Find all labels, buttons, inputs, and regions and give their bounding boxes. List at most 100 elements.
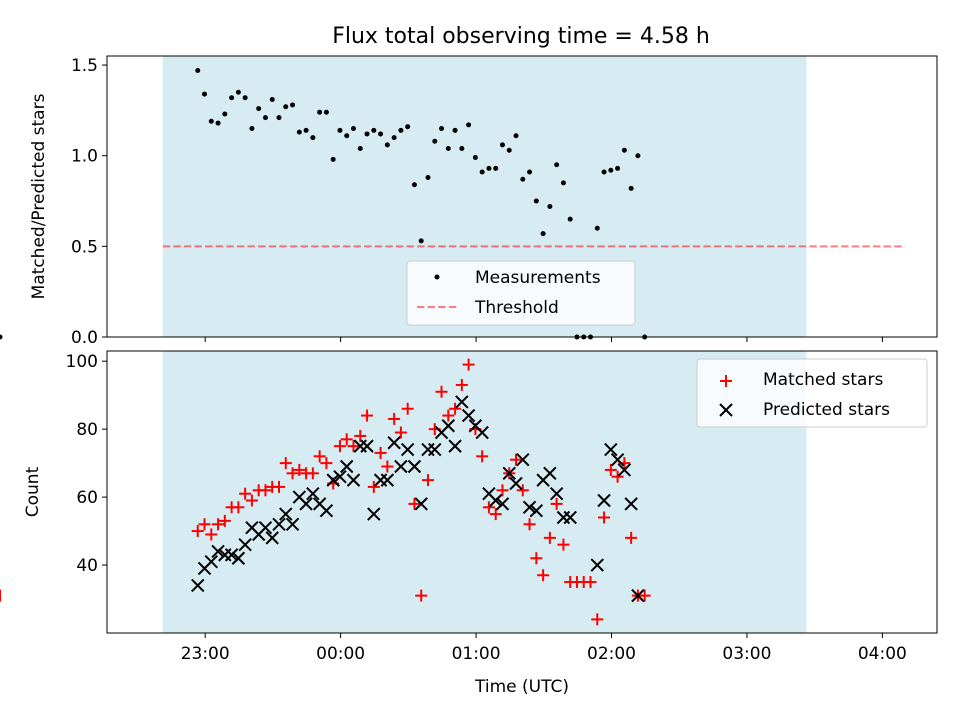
measurement-point xyxy=(479,169,485,175)
measurement-point xyxy=(235,89,241,95)
measurement-point xyxy=(208,118,214,124)
predicted-star-point xyxy=(340,459,354,474)
matched-star-point xyxy=(340,433,353,446)
measurement-point xyxy=(229,95,235,101)
top-y-ticks: 0.0 0.5 1.0 1.5 xyxy=(71,56,107,348)
predicted-star-point xyxy=(529,503,544,518)
matched-star-point xyxy=(232,501,245,514)
measurement-point xyxy=(350,126,356,132)
measurement-point xyxy=(290,102,296,108)
predicted-star-point xyxy=(488,493,503,508)
top-y-tick-label: 1.0 xyxy=(71,147,98,167)
matched-star-point xyxy=(279,457,292,470)
matched-star-point xyxy=(415,589,428,602)
measurement-point xyxy=(242,95,248,101)
bottom-x-axis-label: Time (UTC) xyxy=(474,677,569,697)
top-x-ticks xyxy=(204,337,883,342)
measurement-point xyxy=(262,115,268,121)
predicted-star-points xyxy=(191,395,645,603)
matched-star-point xyxy=(584,576,597,589)
matched-star-point xyxy=(408,497,421,510)
matched-star-point xyxy=(286,467,299,480)
predicted-star-point xyxy=(428,442,442,457)
predicted-star-point xyxy=(461,408,476,423)
measurement-point xyxy=(405,124,411,130)
legend-matched-label: Matched stars xyxy=(763,370,883,390)
matched-star-point xyxy=(347,440,360,453)
measurement-point xyxy=(296,129,302,135)
measurement-point xyxy=(520,176,526,182)
matched-star-point xyxy=(489,508,502,521)
predicted-star-point xyxy=(204,554,218,569)
measurement-point xyxy=(344,133,350,139)
measurement-point xyxy=(594,225,600,231)
measurement-point xyxy=(513,133,519,139)
measurement-point xyxy=(466,122,472,128)
measurement-point xyxy=(0,334,3,340)
measurement-point xyxy=(527,169,533,175)
predicted-star-point xyxy=(441,419,456,433)
measurement-point xyxy=(195,68,201,74)
measurement-point xyxy=(310,135,316,141)
measurement-point xyxy=(499,142,505,148)
measurement-point xyxy=(621,147,627,153)
predicted-star-point xyxy=(604,442,618,457)
bottom-y-tick-label: 80 xyxy=(76,420,98,440)
matched-star-point xyxy=(638,589,651,602)
predicted-star-point xyxy=(448,439,462,453)
predicted-star-point xyxy=(380,473,395,487)
measurement-point xyxy=(533,198,539,204)
bottom-x-tick-label: 04:00 xyxy=(858,644,907,664)
top-legend: Measurements Threshold xyxy=(406,260,636,326)
matched-star-point xyxy=(421,474,434,487)
measurement-point xyxy=(472,155,478,161)
measurement-point xyxy=(202,91,208,97)
measurement-point xyxy=(222,111,228,117)
measurement-point xyxy=(398,127,404,133)
measurement-point xyxy=(249,126,255,132)
predicted-star-point xyxy=(326,473,340,487)
measurement-point xyxy=(493,165,499,171)
bottom-panel: 40 60 80 100 23:00 00:00 01:00 02:00 03:00 04:00… xyxy=(0,350,938,697)
measurement-point xyxy=(330,156,336,162)
predicted-star-point xyxy=(407,459,422,474)
legend-matched-marker xyxy=(720,375,732,387)
matched-star-point xyxy=(381,460,394,473)
matched-star-point xyxy=(205,528,218,541)
matched-star-point xyxy=(313,450,326,463)
measurement-point xyxy=(269,97,275,103)
measurement-point xyxy=(567,216,573,222)
predicted-star-point xyxy=(191,578,205,593)
matched-star-point xyxy=(530,552,543,565)
top-y-tick-label: 0.0 xyxy=(71,328,98,348)
predicted-star-point xyxy=(631,588,645,603)
bottom-y-tick-label: 100 xyxy=(66,352,98,372)
predicted-star-point xyxy=(617,463,632,477)
predicted-star-point xyxy=(455,395,469,409)
matched-star-points xyxy=(0,358,651,626)
matched-star-point xyxy=(306,467,319,480)
predicted-star-point xyxy=(360,439,374,453)
legend-predicted-marker xyxy=(719,403,733,417)
bottom-x-tick-label: 02:00 xyxy=(587,644,636,664)
predicted-star-point xyxy=(306,486,320,501)
matched-star-point xyxy=(557,538,570,551)
measurement-point xyxy=(439,126,445,132)
bottom-x-ticks: 23:00 00:00 01:00 02:00 03:00 04:00 xyxy=(181,633,907,664)
predicted-star-point xyxy=(495,497,510,511)
predicted-star-point xyxy=(522,500,537,514)
measurement-point xyxy=(283,104,289,110)
measurement-point xyxy=(411,182,417,188)
measurement-point xyxy=(317,109,323,115)
matched-star-point xyxy=(516,484,529,497)
matched-star-point xyxy=(604,463,617,476)
measurement-point xyxy=(459,145,465,151)
chart-title: Flux total observing time = 4.58 h xyxy=(332,24,710,49)
measurement-point xyxy=(554,162,560,168)
bottom-axes-frame xyxy=(106,350,938,634)
matched-star-point xyxy=(367,480,380,493)
matched-star-point xyxy=(239,487,252,500)
bottom-x-tick-label: 03:00 xyxy=(722,644,771,664)
measurement-point xyxy=(615,165,621,171)
matched-star-point xyxy=(537,569,550,582)
